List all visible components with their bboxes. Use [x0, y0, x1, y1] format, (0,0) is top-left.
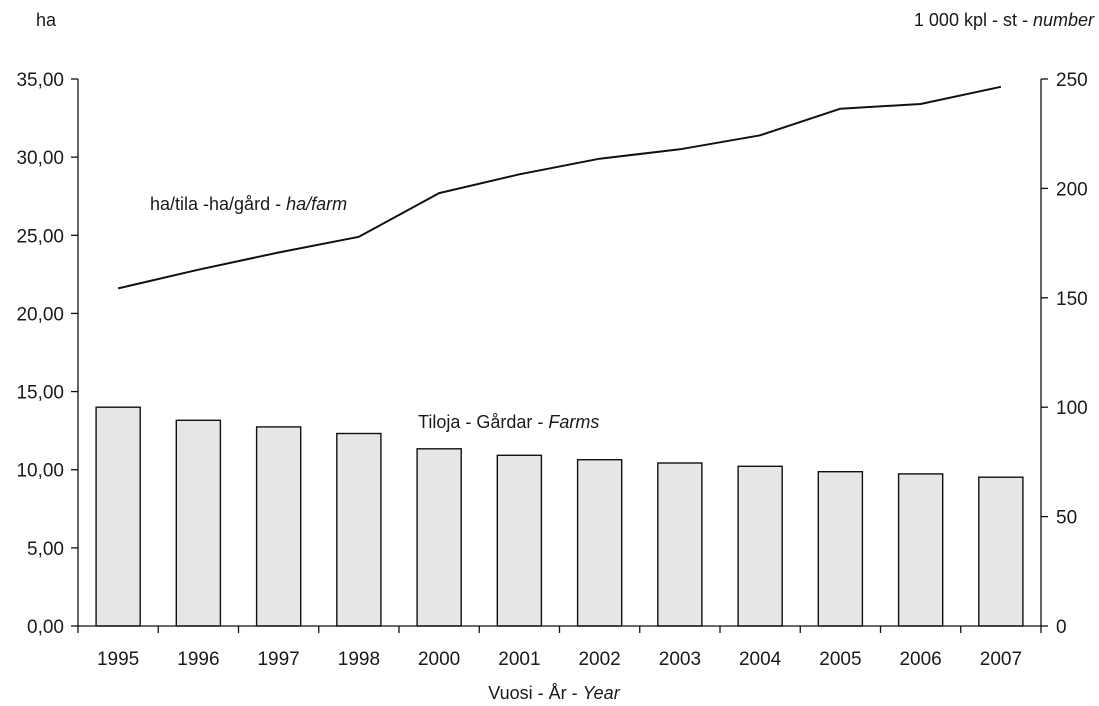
bars-layer — [95, 406, 1024, 627]
x-tick-label-2003: 2003 — [659, 649, 701, 670]
right-axis-unit-italic: number — [1033, 10, 1095, 30]
left-tick-label: 15,00 — [16, 383, 64, 404]
bar-series-label-italic: Farms — [548, 412, 599, 432]
bar-series-label-plain: Tiloja - Gårdar - — [418, 412, 548, 432]
right-tick-label: 250 — [1056, 70, 1088, 91]
line-layer — [117, 85, 1002, 290]
right-tick-label: 100 — [1056, 398, 1088, 419]
bar-2006 — [897, 473, 944, 627]
left-tick-label: 0,00 — [27, 617, 64, 638]
right-tick-label: 150 — [1056, 289, 1088, 310]
right-axis-unit-plain: 1 000 kpl - st - — [914, 10, 1033, 30]
bar-2003 — [657, 462, 703, 627]
right-axis-unit: 1 000 kpl - st - number — [914, 10, 1095, 30]
x-tick-label-2004: 2004 — [739, 649, 782, 670]
bar-2000 — [416, 448, 462, 627]
x-tick-label-1996: 1996 — [177, 649, 219, 670]
bar-2005 — [817, 471, 864, 627]
x-tick-label-1997: 1997 — [257, 649, 299, 670]
x-tick-label-2007: 2007 — [980, 649, 1022, 670]
bar-1995 — [95, 406, 141, 627]
x-tick-label-1998: 1998 — [338, 649, 380, 670]
right-tick-label: 0 — [1056, 617, 1067, 638]
left-tick-label: 20,00 — [16, 304, 64, 325]
x-axis-title-italic: Year — [583, 683, 621, 703]
x-axis-title: Vuosi - År - Year — [488, 683, 620, 703]
x-tick-label-1995: 1995 — [97, 649, 139, 670]
x-tick-label-2000: 2000 — [418, 649, 460, 670]
line-series-label-italic: ha/farm — [286, 194, 347, 214]
line-series-label: ha/tila -ha/gård - ha/farm — [150, 194, 347, 214]
x-tick-label-2001: 2001 — [498, 649, 540, 670]
left-tick-label: 25,00 — [16, 226, 64, 247]
bar-1996 — [175, 419, 222, 627]
left-tick-label: 5,00 — [27, 539, 64, 560]
bar-2004 — [737, 465, 783, 627]
left-tick-label: 10,00 — [16, 461, 64, 482]
bar-1997 — [255, 426, 302, 627]
right-tick-label: 50 — [1056, 508, 1077, 529]
bar-2007 — [978, 476, 1024, 627]
x-axis-title-plain: Vuosi - År - — [488, 683, 582, 703]
bar-2002 — [576, 459, 623, 627]
x-tick-label-2002: 2002 — [578, 649, 620, 670]
ha-per-farm-line — [117, 85, 1002, 290]
left-tick-label: 30,00 — [16, 148, 64, 169]
bar-1998 — [336, 432, 382, 627]
left-tick-label: 35,00 — [16, 70, 64, 91]
axes-layer — [71, 78, 1048, 633]
right-tick-label: 200 — [1056, 179, 1088, 200]
bar-series-label: Tiloja - Gårdar - Farms — [418, 412, 599, 432]
line-series-label-plain: ha/tila -ha/gård - — [150, 194, 286, 214]
left-axis-unit: ha — [36, 10, 57, 30]
ticks-layer: 0,00 5,00 10,00 15,00 20,00 25,00 30,00 35,00 0 5… — [16, 70, 1087, 670]
x-tick-label-2006: 2006 — [899, 649, 941, 670]
x-tick-label-2005: 2005 — [819, 649, 861, 670]
bar-2001 — [496, 454, 543, 627]
